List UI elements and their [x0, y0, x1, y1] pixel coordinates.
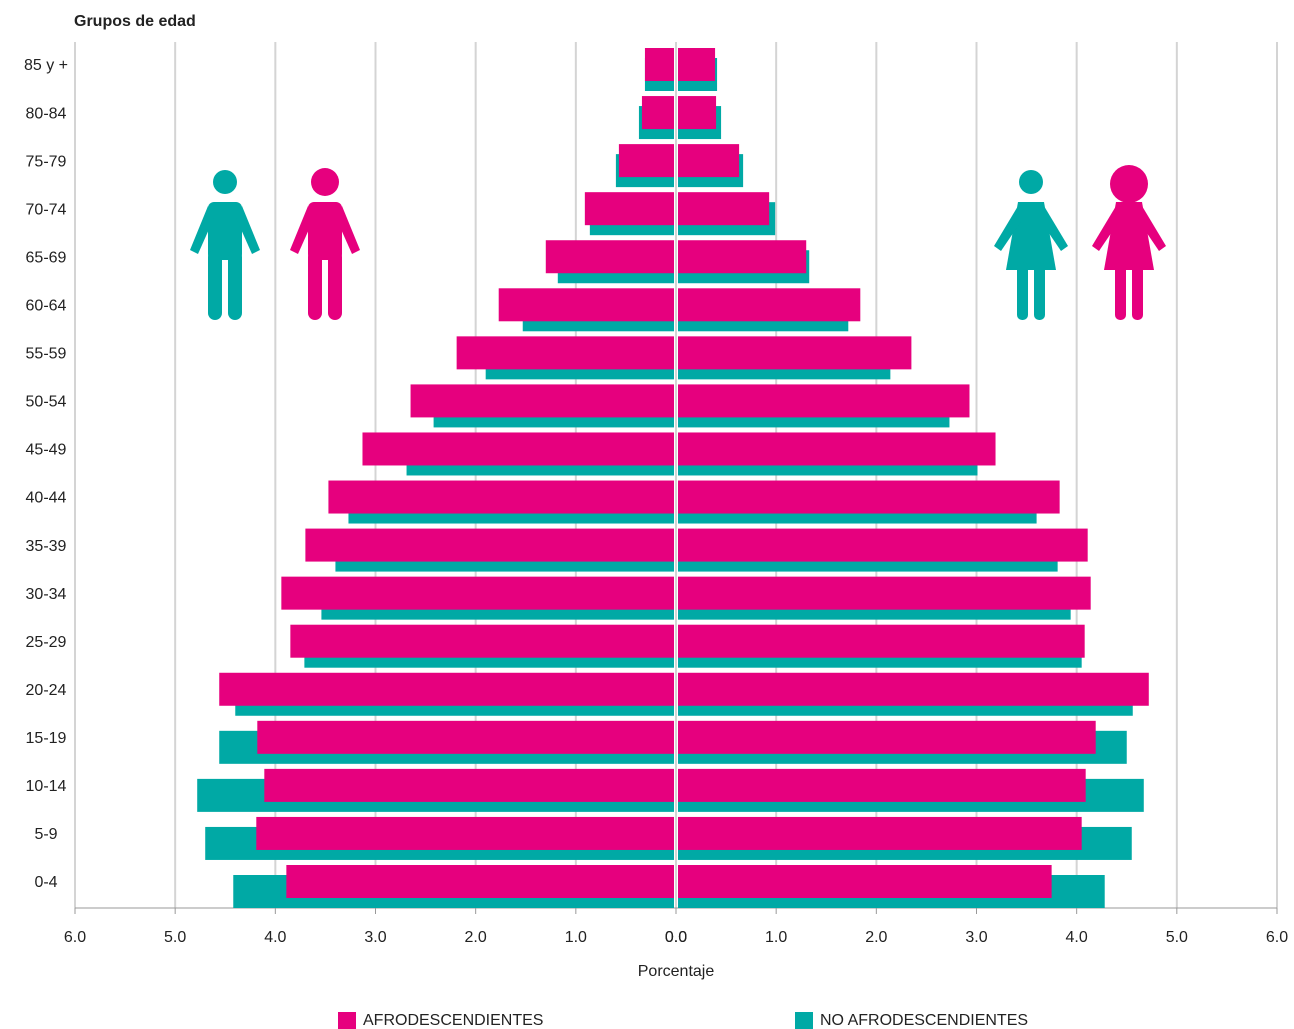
x-tick-label: 1.0: [765, 929, 787, 946]
bar-left: [281, 576, 674, 610]
bar-right: [678, 240, 807, 274]
icon-woman-afro: [1092, 165, 1166, 320]
y-tick-label: 65-69: [26, 249, 67, 266]
x-tick-label: 6.0: [64, 929, 86, 946]
bar-right: [678, 48, 716, 81]
x-tick-label: 5.0: [1166, 929, 1188, 946]
bar-left: [618, 144, 674, 178]
bar-left: [641, 96, 674, 130]
bar-right: [678, 192, 770, 226]
bar-right: [678, 432, 996, 466]
icons: [190, 165, 1166, 320]
bar-right: [678, 336, 912, 370]
x-axis-title: Porcentaje: [638, 963, 715, 980]
bar-right: [678, 768, 1086, 802]
bar-left: [584, 192, 674, 226]
y-tick-label: 20-24: [26, 682, 67, 699]
x-tick-label: 4.0: [1066, 929, 1088, 946]
bar-right: [678, 96, 717, 130]
icon-man-afro: [290, 168, 360, 320]
icon-woman: [994, 170, 1068, 320]
bar-right: [678, 865, 1052, 898]
y-tick-label: 45-49: [26, 442, 67, 459]
bar-right: [678, 720, 1096, 754]
x-tick-label: 1.0: [565, 929, 587, 946]
bar-left: [328, 480, 674, 514]
x-tick-label: 2.0: [865, 929, 887, 946]
bar-left: [456, 336, 674, 370]
y-tick-label: 0-4: [34, 874, 57, 891]
x-tick-label: 0.0: [665, 929, 687, 946]
bar-left: [410, 384, 674, 418]
bar-right: [678, 480, 1060, 514]
bar-left: [219, 672, 675, 706]
bar-right: [678, 528, 1088, 562]
bar-right: [678, 816, 1082, 850]
bar-left: [305, 528, 674, 562]
icon-man: [190, 170, 260, 320]
y-tick-label: 85 y +: [24, 57, 68, 74]
bar-left: [256, 816, 674, 850]
bar-left: [257, 720, 674, 754]
bar-left: [362, 432, 674, 466]
y-tick-label: 30-34: [26, 586, 67, 603]
x-tick-label: 3.0: [364, 929, 386, 946]
y-tick-label: 60-64: [26, 298, 67, 315]
y-tick-label: 5-9: [34, 826, 57, 843]
bar-right: [678, 672, 1149, 706]
bar-left: [545, 240, 674, 274]
y-tick-label: 75-79: [26, 153, 67, 170]
bar-right: [678, 576, 1091, 610]
x-tick-label: 5.0: [164, 929, 186, 946]
legend-label: AFRODESCENDIENTES: [363, 1012, 543, 1029]
bar-left: [286, 865, 674, 898]
y-tick-label: 55-59: [26, 346, 67, 363]
y-tick-label: 25-29: [26, 634, 67, 651]
y-axis-title: Grupos de edad: [74, 13, 196, 30]
legend-swatch: [338, 1012, 356, 1029]
bar-left: [644, 48, 674, 81]
y-tick-label: 80-84: [26, 105, 67, 122]
legend-label: NO AFRODESCENDIENTES: [820, 1012, 1028, 1029]
x-tick-label: 2.0: [465, 929, 487, 946]
x-tick-label: 4.0: [264, 929, 286, 946]
bar-right: [678, 288, 861, 322]
bar-right: [678, 384, 970, 418]
y-tick-label: 35-39: [26, 538, 67, 555]
y-tick-label: 70-74: [26, 201, 67, 218]
x-tick-label: 3.0: [965, 929, 987, 946]
bar-right: [678, 144, 740, 178]
legend-swatch: [795, 1012, 813, 1029]
x-tick-label: 6.0: [1266, 929, 1288, 946]
bar-left: [498, 288, 674, 322]
bar-left: [290, 624, 674, 658]
bar-left: [264, 768, 674, 802]
y-tick-label: 15-19: [26, 730, 67, 747]
x-tick-label: 0.0: [665, 929, 687, 946]
y-tick-label: 10-14: [26, 778, 67, 795]
bar-right: [678, 624, 1085, 658]
y-tick-label: 40-44: [26, 490, 67, 507]
y-tick-label: 50-54: [26, 394, 67, 411]
